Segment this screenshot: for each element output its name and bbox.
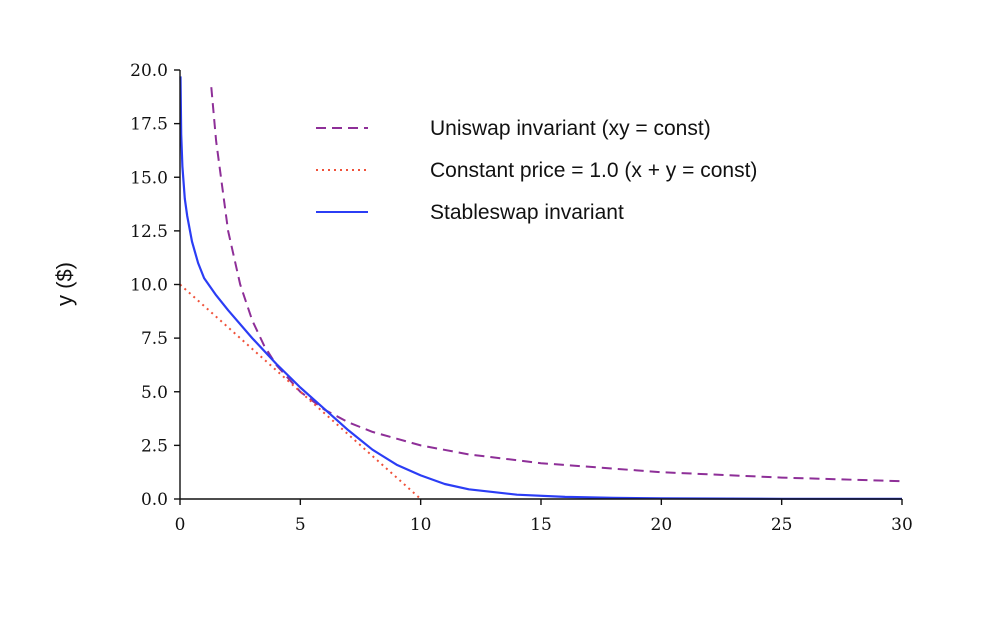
y-tick-label: 5.0 bbox=[141, 383, 168, 403]
y-tick-label: 0.0 bbox=[141, 490, 168, 510]
x-tick-label: 5 bbox=[295, 515, 306, 535]
series-layer bbox=[179, 76, 903, 500]
y-tick-label: 2.5 bbox=[141, 436, 168, 456]
y-tick-label: 15.0 bbox=[130, 168, 168, 188]
y-tick-label: 17.5 bbox=[130, 115, 168, 135]
y-tick-label: 20.0 bbox=[130, 61, 168, 81]
series-line-2 bbox=[179, 76, 902, 500]
x-tick-label: 15 bbox=[530, 515, 552, 535]
x-tick-label: 20 bbox=[651, 515, 673, 535]
y-tick-label: 12.5 bbox=[130, 222, 168, 242]
legend-label-1: Constant price = 1.0 (x + y = const) bbox=[430, 159, 757, 182]
x-tick-label: 30 bbox=[891, 515, 913, 535]
y-tick-label: 7.5 bbox=[141, 329, 168, 349]
y-tick-label: 10.0 bbox=[130, 276, 168, 296]
y-axis-label: y ($) bbox=[52, 262, 77, 306]
legend: Uniswap invariant (xy = const) Constant p… bbox=[316, 117, 757, 224]
x-tick-label: 0 bbox=[175, 515, 186, 535]
series-line-0 bbox=[210, 87, 903, 483]
ticks-layer: 0 5 10 15 20 25 30 0.0 2.5 5.0 7.5 10.0 12.5 15.0 17.5… bbox=[130, 61, 913, 535]
x-tick-label: 10 bbox=[410, 515, 432, 535]
legend-label-0: Uniswap invariant (xy = const) bbox=[430, 117, 711, 140]
x-tick-label: 25 bbox=[771, 515, 793, 535]
legend-label-2: Stableswap invariant bbox=[430, 201, 624, 224]
